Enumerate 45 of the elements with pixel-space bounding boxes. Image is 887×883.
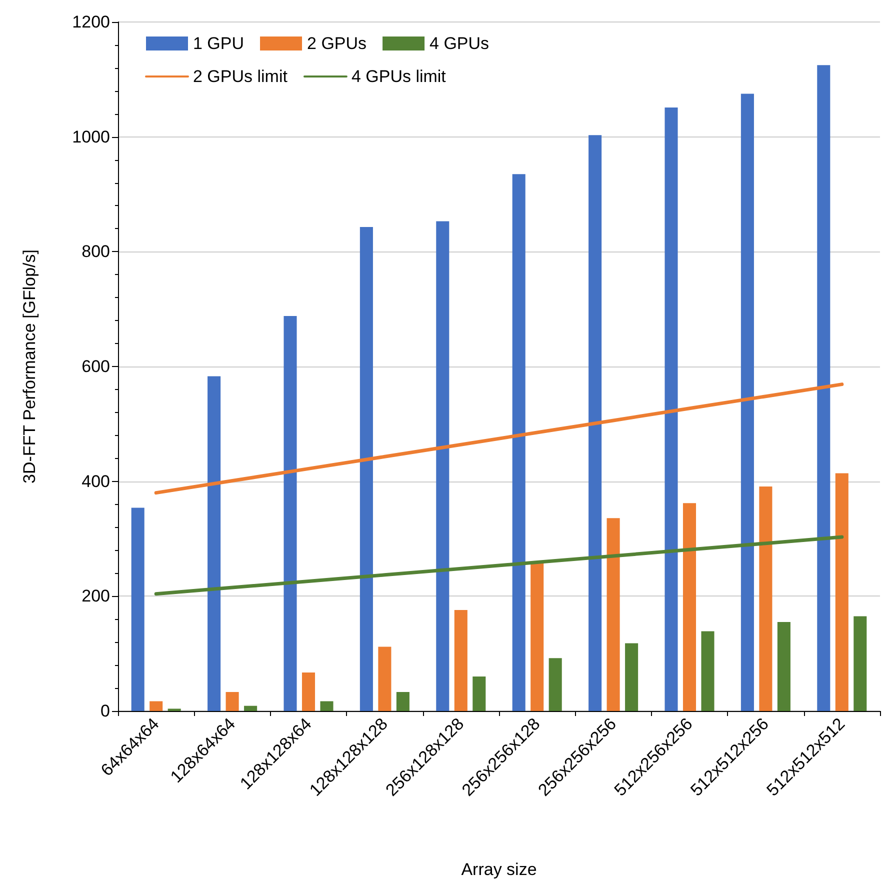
- bar: [777, 622, 790, 711]
- legend-label: 4 GPUs: [430, 34, 490, 53]
- y-tick-label: 600: [82, 357, 110, 376]
- y-axis-title: 3D-FFT Performance [GFlop/s]: [20, 250, 39, 484]
- bar: [854, 616, 867, 711]
- bar: [817, 65, 830, 711]
- bar: [588, 135, 602, 711]
- bar: [759, 486, 772, 711]
- bar: [606, 518, 620, 711]
- bar: [244, 706, 258, 711]
- legend-label: 1 GPU: [193, 34, 244, 53]
- bar: [512, 174, 526, 711]
- bar: [664, 108, 678, 711]
- bar: [682, 503, 696, 711]
- y-tick-label: 400: [82, 472, 110, 491]
- bar: [740, 94, 754, 711]
- bar: [284, 316, 297, 711]
- legend-label: 4 GPUs limit: [351, 67, 446, 86]
- x-axis-title: Array size: [461, 860, 537, 879]
- y-tick-label: 1200: [72, 12, 110, 32]
- bar: [548, 658, 562, 711]
- bar: [396, 692, 410, 711]
- line-series: [154, 382, 844, 495]
- bar: [131, 508, 144, 711]
- legend-label: 2 GPUs: [307, 34, 367, 53]
- bar: [625, 643, 638, 711]
- y-tick-label: 1000: [72, 127, 110, 146]
- line-series: [154, 535, 844, 596]
- bar: [360, 226, 373, 711]
- bar: [701, 631, 714, 711]
- bar: [436, 221, 450, 711]
- bar: [150, 701, 163, 711]
- bar: [320, 701, 334, 711]
- bar: [472, 676, 486, 711]
- bar: [226, 692, 239, 711]
- y-tick-label: 800: [82, 242, 110, 262]
- legend-label: 2 GPUs limit: [193, 67, 288, 86]
- bar: [208, 376, 221, 711]
- bar: [378, 646, 392, 711]
- y-tick-label: 200: [82, 586, 110, 606]
- y-tick-label: 0: [100, 702, 110, 720]
- bar: [530, 562, 544, 711]
- bar: [454, 610, 468, 711]
- bar: [302, 672, 316, 711]
- bar: [835, 473, 848, 711]
